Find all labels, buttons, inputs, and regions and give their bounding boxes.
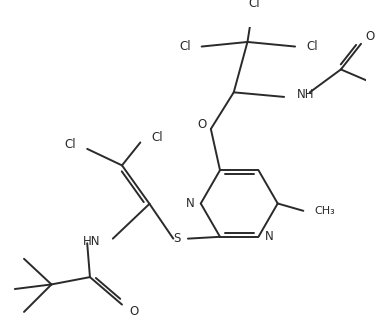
Text: O: O <box>197 118 206 131</box>
Text: NH: NH <box>297 88 315 101</box>
Text: S: S <box>173 232 181 245</box>
Text: Cl: Cl <box>306 40 318 53</box>
Text: N: N <box>186 197 195 210</box>
Text: CH₃: CH₃ <box>314 206 335 216</box>
Text: N: N <box>265 230 274 243</box>
Text: HN: HN <box>83 235 100 248</box>
Text: Cl: Cl <box>64 138 76 151</box>
Text: Cl: Cl <box>151 131 163 144</box>
Text: O: O <box>129 305 139 319</box>
Text: Cl: Cl <box>248 0 260 10</box>
Text: Cl: Cl <box>179 40 191 53</box>
Text: O: O <box>366 30 375 43</box>
